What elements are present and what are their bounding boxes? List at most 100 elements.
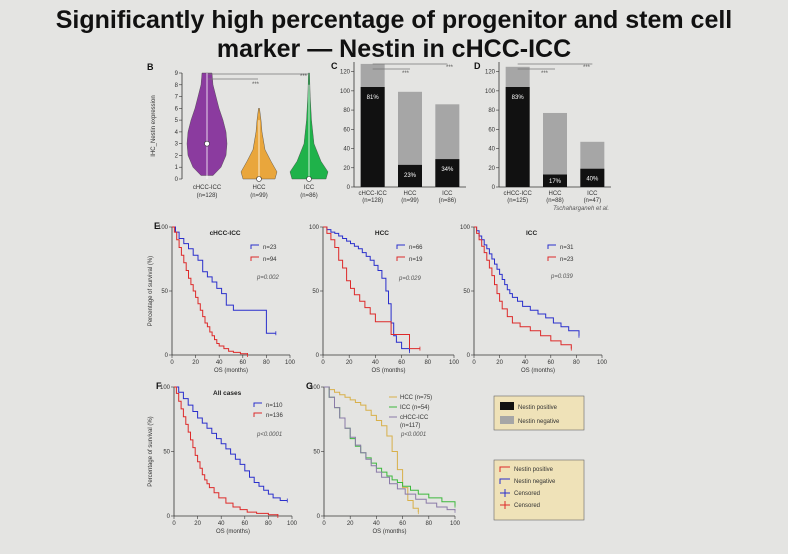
y-tick-label: 0 <box>165 353 169 359</box>
x-tick-label: 20 <box>192 360 199 366</box>
median-point <box>306 176 312 182</box>
y-tick-label: 50 <box>163 450 170 456</box>
panel-letter: E <box>154 221 160 231</box>
bar-legend: Nestin positive Nestin negative <box>493 395 585 431</box>
bar-positive <box>398 164 422 187</box>
category-label: cHCC-ICC <box>503 191 532 197</box>
legend-label: cHCC-ICC <box>400 415 429 421</box>
curve-legend-label: Nestin positive <box>514 467 554 473</box>
x-tick-label: 40 <box>522 360 529 366</box>
y-tick-label: 100 <box>460 225 471 231</box>
curve-legend-box <box>493 459 585 521</box>
survival-curve <box>323 226 410 352</box>
y-tick-label: 100 <box>340 89 351 95</box>
n-label: (n=99) <box>250 193 268 199</box>
bar-percent-label: 83% <box>512 95 525 101</box>
x-tick-label: 60 <box>239 360 246 366</box>
bar-legend-negative: Nestin negative <box>518 419 560 425</box>
p-value: p=0.039 <box>550 274 574 280</box>
legend-label: n=19 <box>409 257 423 263</box>
y-tick-label: 100 <box>485 89 496 95</box>
legend-label: n=23 <box>560 257 574 263</box>
panel-letter: C <box>331 61 338 71</box>
category-label: HCC <box>404 191 418 197</box>
sig-stars: *** <box>541 71 549 77</box>
legend-swatch <box>250 244 259 249</box>
y-axis-label: IHC_Nestin expression <box>151 95 157 156</box>
x-tick-label: 80 <box>573 360 580 366</box>
panel-letter: F <box>156 381 162 391</box>
slide-title-line1: Significantly high percentage of progeni… <box>55 6 733 34</box>
x-axis-label: OS (months) <box>372 529 406 535</box>
x-tick-label: 0 <box>170 360 174 366</box>
x-tick-label: 40 <box>218 521 225 527</box>
panel-subtitle: All cases <box>213 390 242 397</box>
bar-positive <box>580 168 605 187</box>
curve-legend-label: Censored <box>514 491 540 497</box>
x-tick-label: 100 <box>287 521 298 527</box>
km-panel: 0 50 100 0 20 40 60 80 100 OS (months) HCC n=66 n=19… <box>309 225 460 374</box>
survival-curve <box>172 226 248 355</box>
y-tick-label: 0 <box>467 353 471 359</box>
legend-step-symbol <box>499 478 510 484</box>
p-value: p<0.0001 <box>256 432 282 438</box>
bar-positive <box>543 174 567 187</box>
y-axis-label: Percentage of survival (%) <box>148 416 154 486</box>
bar-positive <box>360 87 385 187</box>
x-axis-label: OS (months) <box>371 368 405 374</box>
x-tick-label: 20 <box>347 521 354 527</box>
bar-legend-box <box>493 395 585 431</box>
y-tick-label: 20 <box>343 166 350 172</box>
survival-curve <box>323 226 420 350</box>
panel-subtitle: cHCC-ICC <box>210 230 241 237</box>
y-axis-label: Percentage of survival (%) <box>148 256 154 326</box>
violin-panel: B 0 1 2 3 4 5 6 7 8 9 IHC_Nestin expression cHCC-ICC… <box>147 62 329 199</box>
km-panel: E 0 50 100 0 20 40 60 80 100 OS (months) Percentage… <box>148 221 296 374</box>
panel-subtitle: HCC <box>375 230 389 237</box>
y-tick-label: 100 <box>310 385 321 391</box>
bar-percent-label: 81% <box>367 95 380 101</box>
n-label: (n=47) <box>584 198 602 204</box>
legend-note: (n=117) <box>400 423 420 429</box>
y-tick-label: 60 <box>343 127 350 133</box>
y-tick-label: 80 <box>343 108 350 114</box>
x-tick-label: 60 <box>241 521 248 527</box>
bar-panel: D 0 20 40 60 80 100 120 83% cHCC-ICC(n=125) 17% HCC… <box>474 61 611 212</box>
y-tick-label: 7 <box>175 95 179 101</box>
n-label: (n=128) <box>362 198 383 204</box>
x-tick-label: 80 <box>425 521 432 527</box>
curve-legend: Nestin positive Nestin negative Censored Ce… <box>493 459 585 521</box>
negative-swatch <box>500 416 514 424</box>
category-label: HCC <box>253 185 267 191</box>
x-tick-label: 100 <box>597 360 608 366</box>
legend-swatch <box>396 244 405 249</box>
x-tick-label: 40 <box>372 360 379 366</box>
legend-label: n=94 <box>263 257 277 263</box>
x-tick-label: 20 <box>496 360 503 366</box>
y-tick-label: 0 <box>347 185 351 191</box>
x-tick-label: 0 <box>321 360 325 366</box>
x-tick-label: 80 <box>263 360 270 366</box>
y-tick-label: 0 <box>492 185 496 191</box>
median-point <box>204 140 210 147</box>
y-tick-label: 4 <box>175 130 179 136</box>
y-tick-label: 8 <box>175 83 179 89</box>
survival-curve <box>324 386 419 513</box>
x-axis-label: OS (months) <box>216 529 250 535</box>
x-tick-label: 60 <box>547 360 554 366</box>
y-tick-label: 50 <box>463 289 470 295</box>
bar-positive <box>505 87 530 187</box>
y-tick-label: 80 <box>488 108 495 114</box>
bar-percent-label: 17% <box>549 179 562 185</box>
sig-stars: *** <box>252 82 260 88</box>
sig-stars: *** <box>300 74 308 80</box>
x-tick-label: 0 <box>322 521 326 527</box>
km-panel: 0 50 100 0 20 40 60 80 100 OS (months) ICC n=31 n=23… <box>460 225 608 374</box>
y-tick-label: 2 <box>175 153 179 159</box>
x-tick-label: 60 <box>398 360 405 366</box>
citation: Tschaharganeh et al. <box>553 206 609 212</box>
bar-percent-label: 34% <box>441 167 454 173</box>
panel-letter: G <box>306 381 313 391</box>
legend-swatch <box>547 256 556 261</box>
